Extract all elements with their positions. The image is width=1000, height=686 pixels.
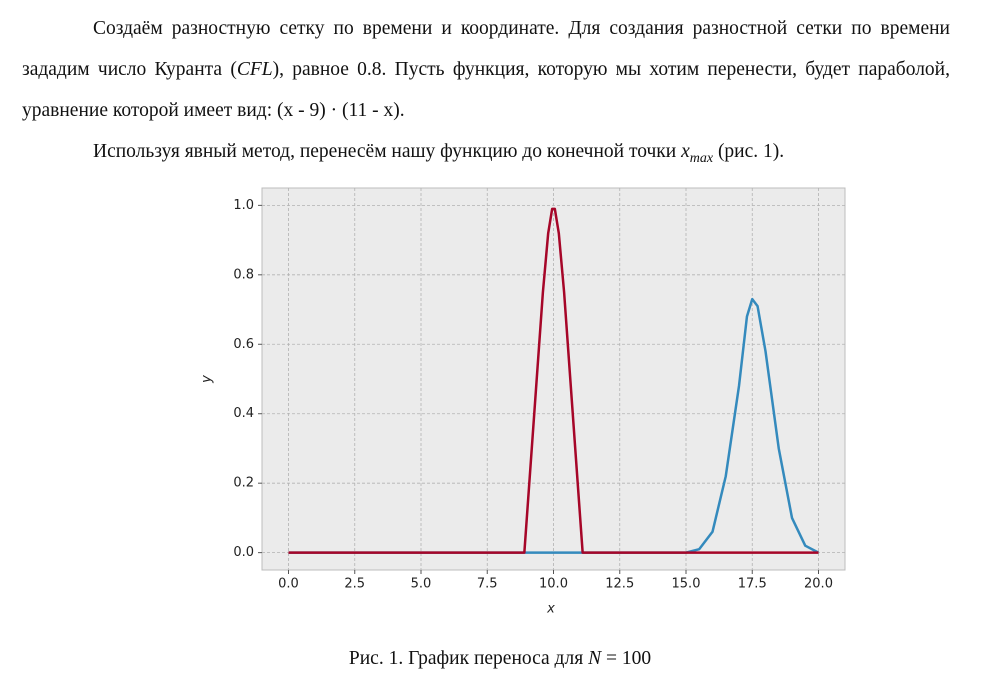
paragraph: Создаём разностную сетку по времени и ко…: [22, 8, 950, 131]
y-tick-label: 0.8: [233, 267, 254, 282]
text: max: [689, 150, 714, 166]
x-axis-label: x: [546, 602, 555, 617]
text: (рис. 1).: [713, 141, 785, 162]
text: Используя явный метод, перенесём нашу фу…: [93, 141, 682, 162]
x-tick-label: 15.0: [672, 577, 701, 592]
y-tick-label: 1.0: [233, 198, 254, 213]
x-tick-label: 0.0: [278, 577, 299, 592]
y-tick-label: 0.0: [233, 545, 254, 560]
text: Создаём разностную сетку по времени и ко…: [22, 18, 950, 80]
text: Рис. 1. График переноса для: [348, 648, 589, 669]
x-tick-label: 7.5: [477, 577, 498, 592]
y-tick-label: 0.4: [233, 406, 254, 421]
y-axis-label: y: [200, 375, 215, 384]
y-tick-label: 0.6: [233, 337, 254, 352]
x-tick-label: 12.5: [605, 577, 634, 592]
text: = 100: [601, 648, 652, 669]
text: ), равное 0.8. Пусть функция, которую мы…: [22, 59, 950, 121]
x-tick-label: 10.0: [539, 577, 568, 592]
caption: Рис. 1. График переноса для N = 100: [0, 648, 1000, 670]
text: N: [588, 648, 602, 669]
x-tick-label: 20.0: [804, 577, 833, 592]
x-tick-label: 17.5: [738, 577, 767, 592]
series-line: [288, 297, 820, 554]
text: x: [681, 141, 690, 162]
x-tick-label: 2.5: [344, 577, 365, 592]
y-tick-label: 0.2: [233, 476, 254, 491]
text: CFL: [236, 59, 273, 80]
paragraph: Используя явный метод, перенесём нашу фу…: [22, 131, 950, 179]
x-tick-label: 5.0: [411, 577, 432, 592]
series-line: [288, 207, 819, 554]
